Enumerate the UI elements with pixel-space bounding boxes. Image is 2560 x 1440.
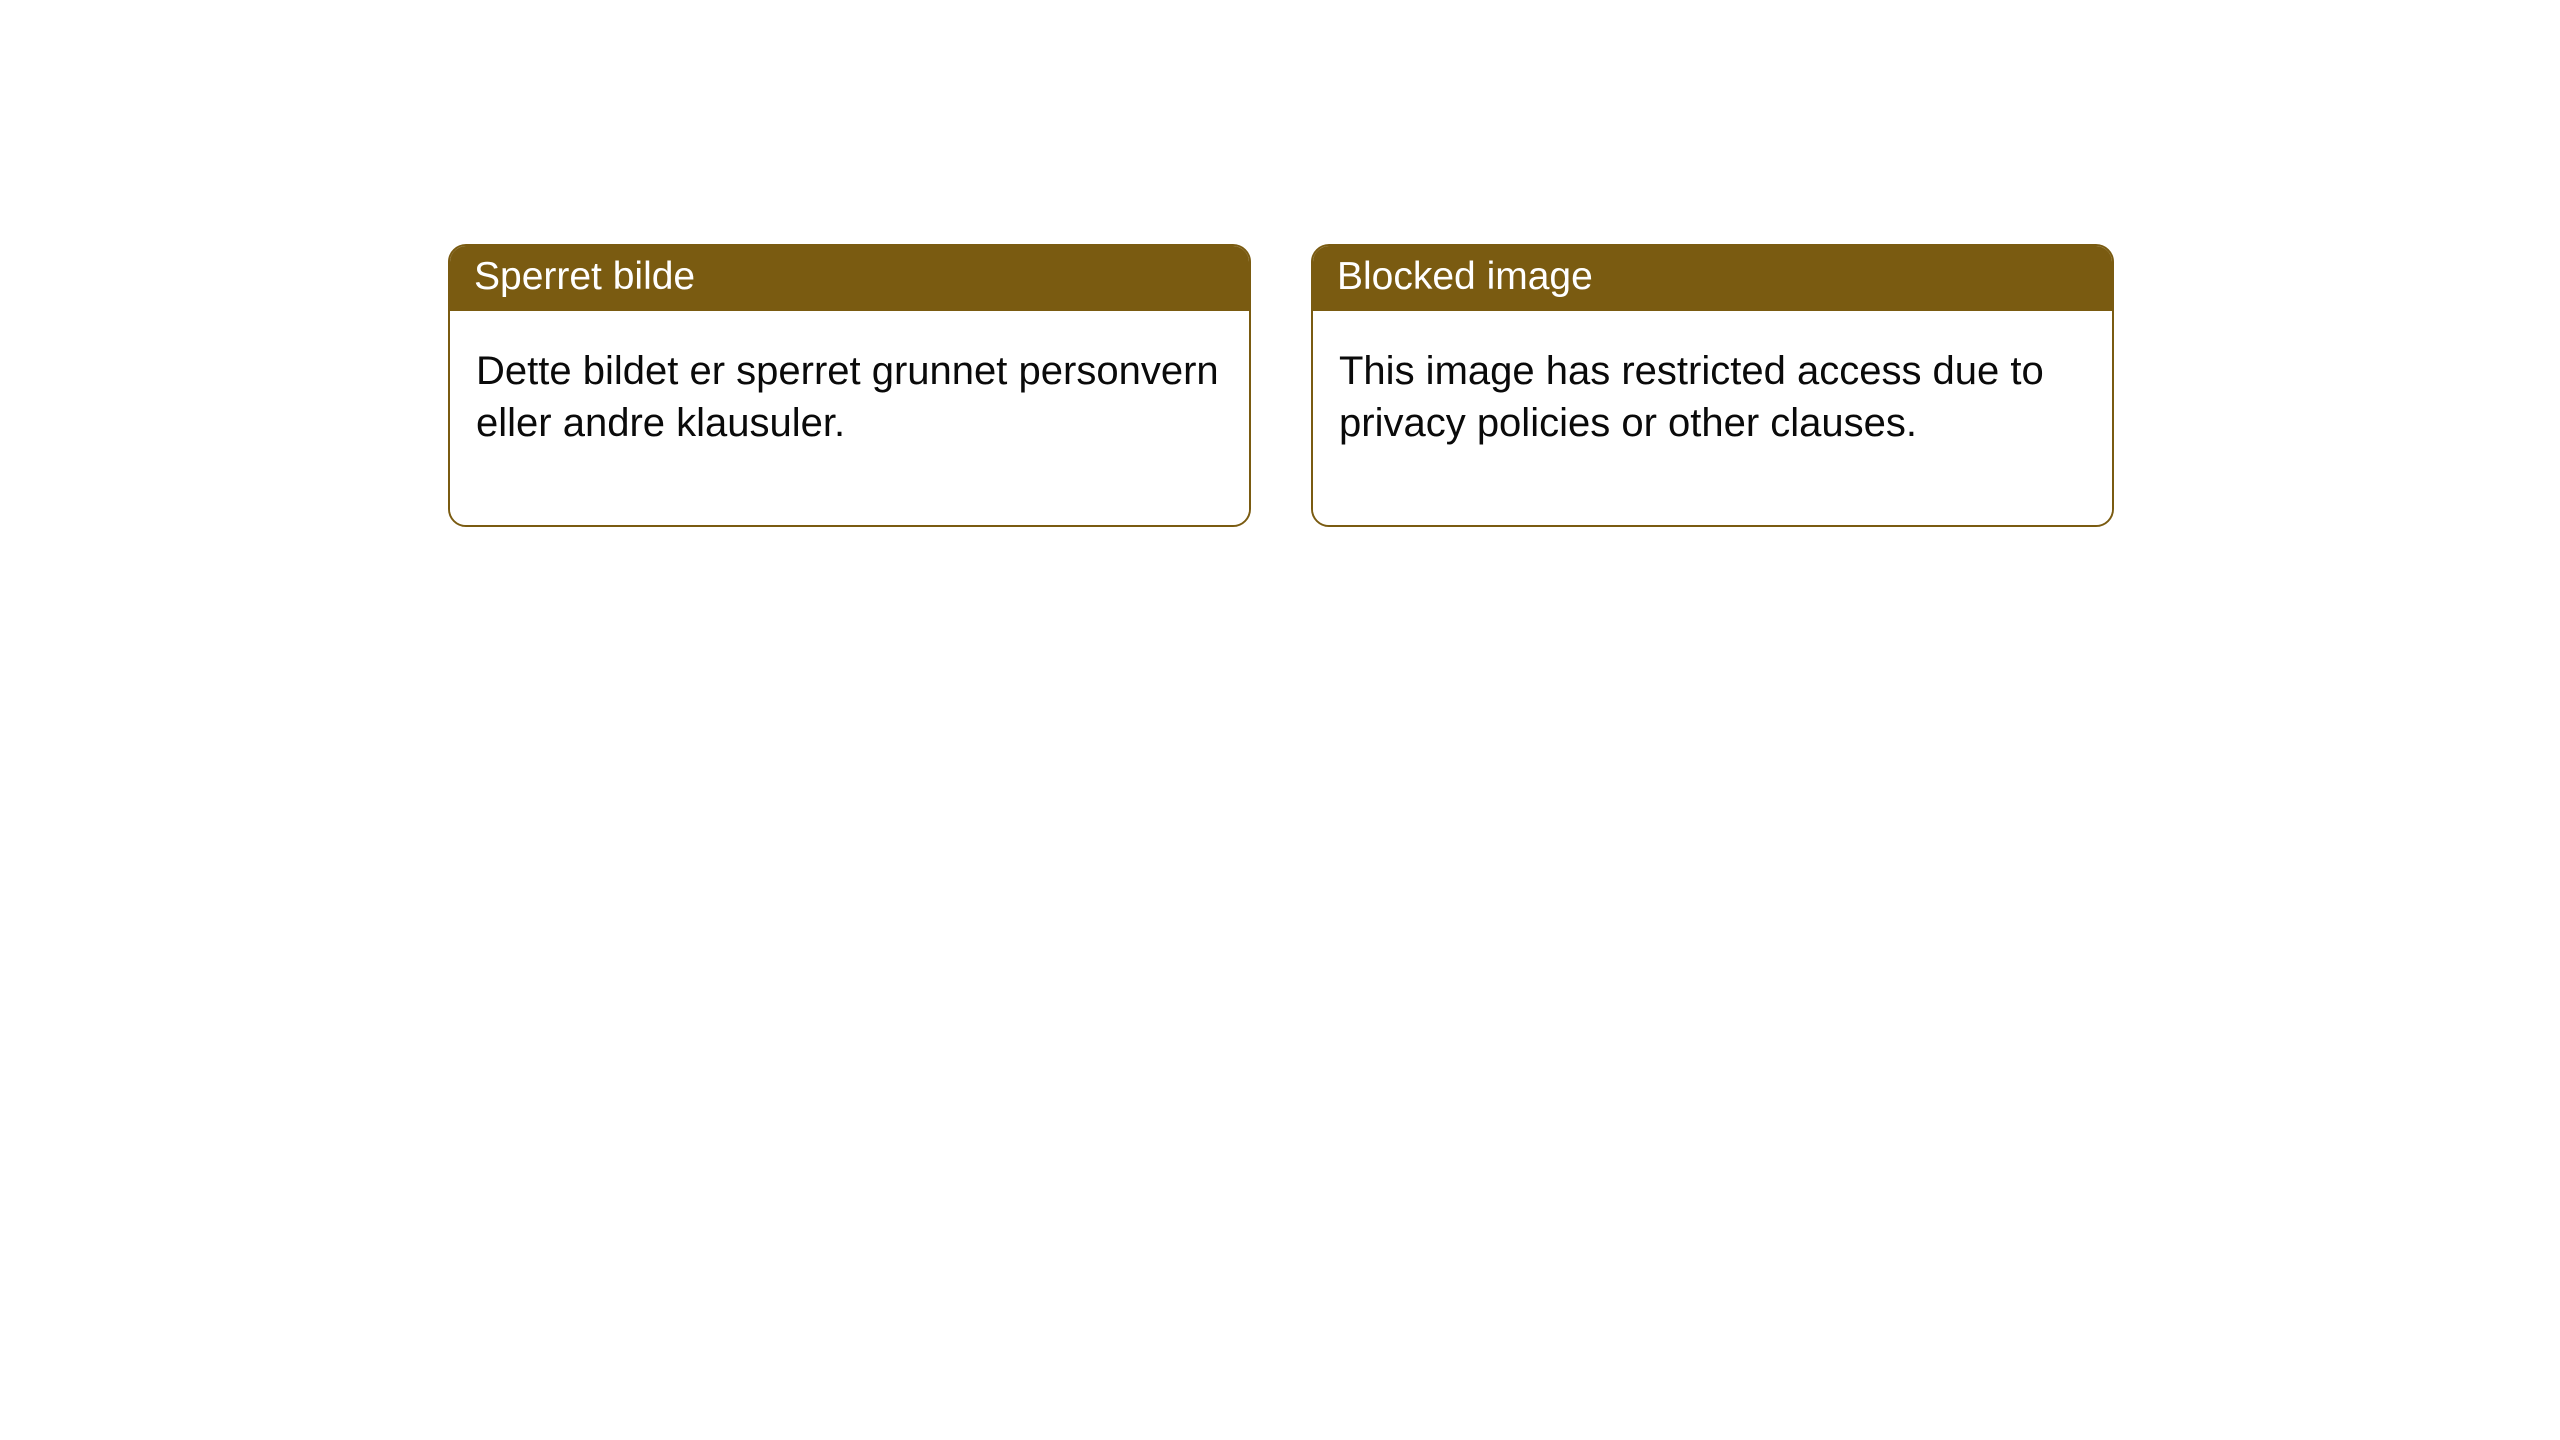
- card-title: Blocked image: [1337, 255, 1593, 298]
- card-title: Sperret bilde: [474, 255, 695, 298]
- blocked-image-card-en: Blocked image This image has restricted …: [1311, 244, 2114, 527]
- blocked-image-card-no: Sperret bilde Dette bildet er sperret gr…: [448, 244, 1251, 527]
- card-header: Sperret bilde: [450, 246, 1249, 311]
- card-body-text: This image has restricted access due to …: [1339, 349, 2044, 445]
- card-body-text: Dette bildet er sperret grunnet personve…: [476, 349, 1219, 445]
- card-body: This image has restricted access due to …: [1313, 311, 2112, 525]
- notice-container: Sperret bilde Dette bildet er sperret gr…: [0, 0, 2560, 527]
- card-header: Blocked image: [1313, 246, 2112, 311]
- card-body: Dette bildet er sperret grunnet personve…: [450, 311, 1249, 525]
